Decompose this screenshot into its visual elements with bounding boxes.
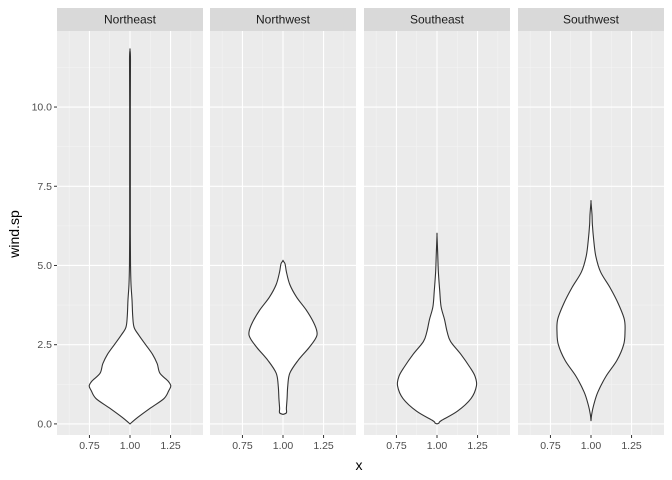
violin-southwest [556, 199, 626, 422]
x-tick-label: 0.75 [540, 440, 561, 452]
facet-strip-label: Northwest [256, 13, 311, 27]
x-tick-label: 1.00 [120, 440, 141, 452]
x-tick-label: 1.25 [313, 440, 334, 452]
facet-strip [57, 8, 203, 31]
x-tick-label: 1.25 [160, 440, 181, 452]
violin-southeast [396, 232, 478, 425]
y-tick-label: 5.0 [37, 260, 52, 272]
x-axis-title: x [356, 457, 363, 473]
y-tick-label: 2.5 [37, 339, 52, 351]
x-tick-label: 1.25 [621, 440, 642, 452]
facet-southwest: Southwest [518, 8, 664, 435]
y-axis-title: wind.sp [6, 210, 22, 259]
facet-southeast: Southeast [364, 8, 510, 435]
y-tick-label: 7.5 [37, 181, 52, 193]
x-tick-label: 0.75 [79, 440, 100, 452]
violin-northwest [248, 259, 318, 415]
facet-strip-label: Northeast [104, 13, 157, 27]
violin-northeast [88, 48, 172, 425]
x-tick-label: 0.75 [232, 440, 253, 452]
facet-strip [364, 8, 510, 31]
y-tick-label: 10.0 [32, 102, 53, 114]
x-tick-label: 1.00 [427, 440, 448, 452]
x-tick-label: 1.00 [581, 440, 602, 452]
y-tick-label: 0.0 [37, 418, 52, 430]
x-axes: 0.75 1.00 1.25 0.75 1.00 1.25 0.75 1.00 1.25 0.75… [79, 435, 642, 452]
facet-strip-label: Southwest [563, 13, 620, 27]
facet-panels: Northeast Northwest Southeast Southwest [57, 8, 664, 435]
y-axis: 0.0 2.5 5.0 7.5 10.0 [32, 102, 57, 430]
facet-strip [518, 8, 664, 31]
facet-northeast: Northeast [57, 8, 203, 435]
facet-strip [210, 8, 356, 31]
facet-northwest: Northwest [210, 8, 356, 435]
facet-strip-label: Southeast [410, 13, 465, 27]
x-tick-label: 0.75 [386, 440, 407, 452]
x-tick-label: 1.00 [273, 440, 294, 452]
x-tick-label: 1.25 [467, 440, 488, 452]
